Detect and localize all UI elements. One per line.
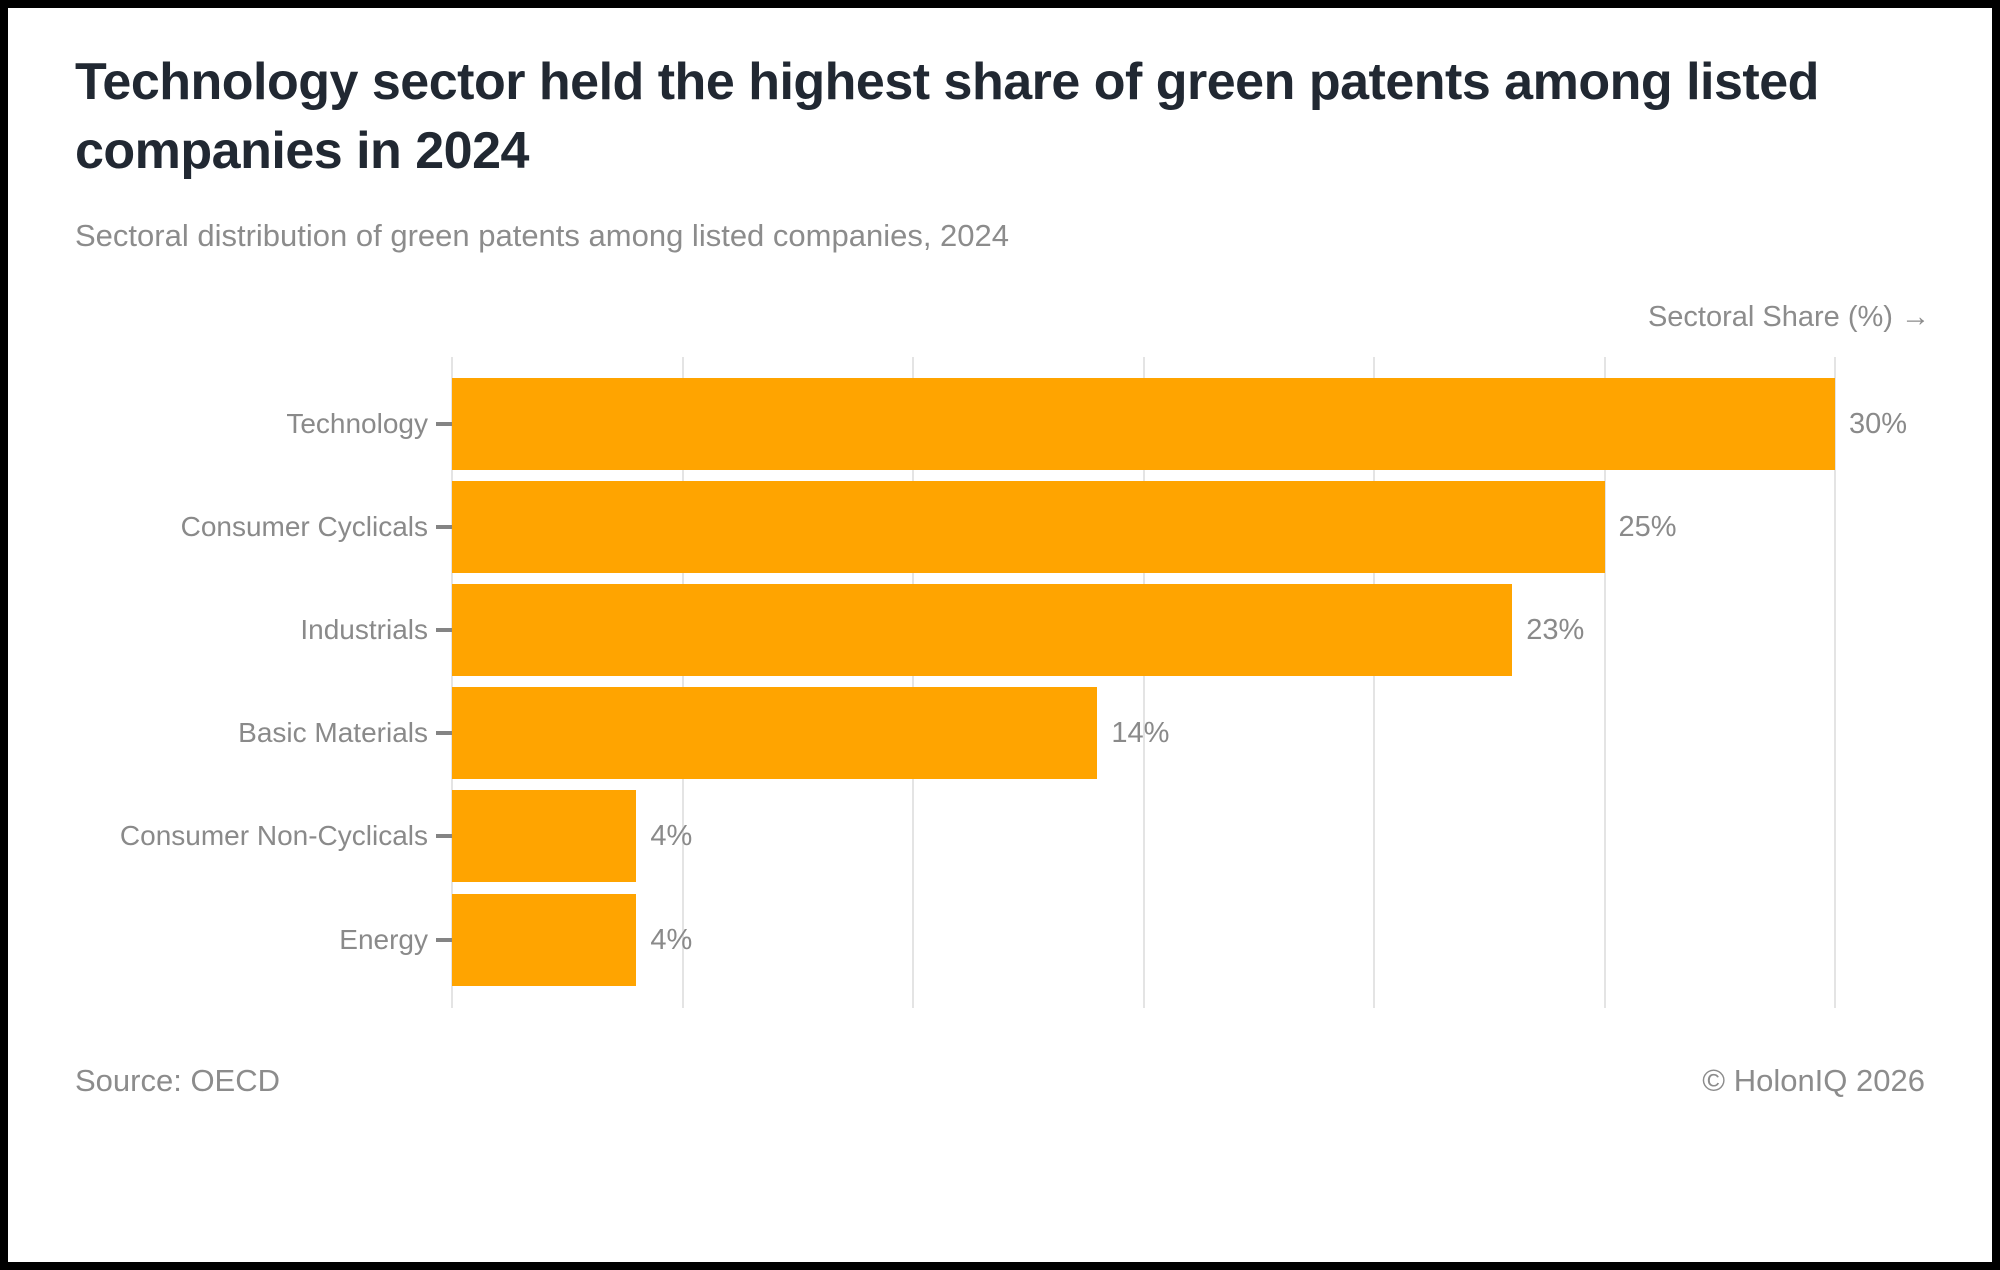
bar-value-label: 25%: [1618, 510, 1677, 543]
bar: [452, 377, 1835, 470]
y-axis-tick: [436, 731, 452, 736]
y-axis-tick: [436, 524, 452, 529]
gridline: [681, 357, 684, 1008]
category-label: Energy: [339, 923, 428, 955]
y-axis-tick: [436, 627, 452, 632]
category-label: Consumer Non-Cyclicals: [119, 820, 428, 852]
gridline: [1373, 357, 1375, 1008]
bar: [452, 790, 637, 883]
bar-value-label: 14%: [1111, 717, 1170, 750]
gridline: [1603, 357, 1606, 1008]
bar-value-label: 4%: [650, 923, 693, 956]
bar: [452, 893, 637, 986]
page-title: Technology sector held the highest share…: [75, 53, 1819, 180]
page-subtitle: Sectoral distribution of green patents a…: [75, 218, 1010, 253]
bar-value-label: 4%: [650, 820, 693, 853]
source-note: Source: OECD: [75, 1063, 281, 1098]
y-axis-tick: [436, 421, 452, 426]
copyright-note: © HolonIQ 2026: [1702, 1063, 1925, 1098]
bar: [452, 583, 1513, 676]
category-label: Technology: [286, 407, 428, 439]
chart-canvas: 30% 25% 23% 14% 4% 4% Technology Consumer Cycl…: [8, 357, 1992, 1008]
bar-value-label: 23%: [1526, 613, 1585, 646]
bar: [452, 480, 1605, 573]
gridline: [912, 357, 914, 1008]
x-axis-title: Sectoral Share (%) →: [1647, 301, 1930, 333]
gridline: [1142, 357, 1145, 1008]
gridline: [451, 357, 453, 1008]
plot-area: 30% 25% 23% 14% 4% 4%: [451, 357, 1907, 1008]
category-label: Consumer Cyclicals: [180, 510, 428, 542]
category-label: Industrials: [300, 613, 428, 645]
bar-value-label: 30%: [1849, 407, 1908, 440]
category-label: Basic Materials: [238, 717, 428, 749]
y-axis-tick: [436, 937, 452, 942]
bar: [452, 687, 1098, 780]
gridline: [1834, 357, 1836, 1008]
chart-card: Technology sector held the highest share…: [8, 8, 1992, 1262]
y-axis-tick: [436, 834, 452, 839]
